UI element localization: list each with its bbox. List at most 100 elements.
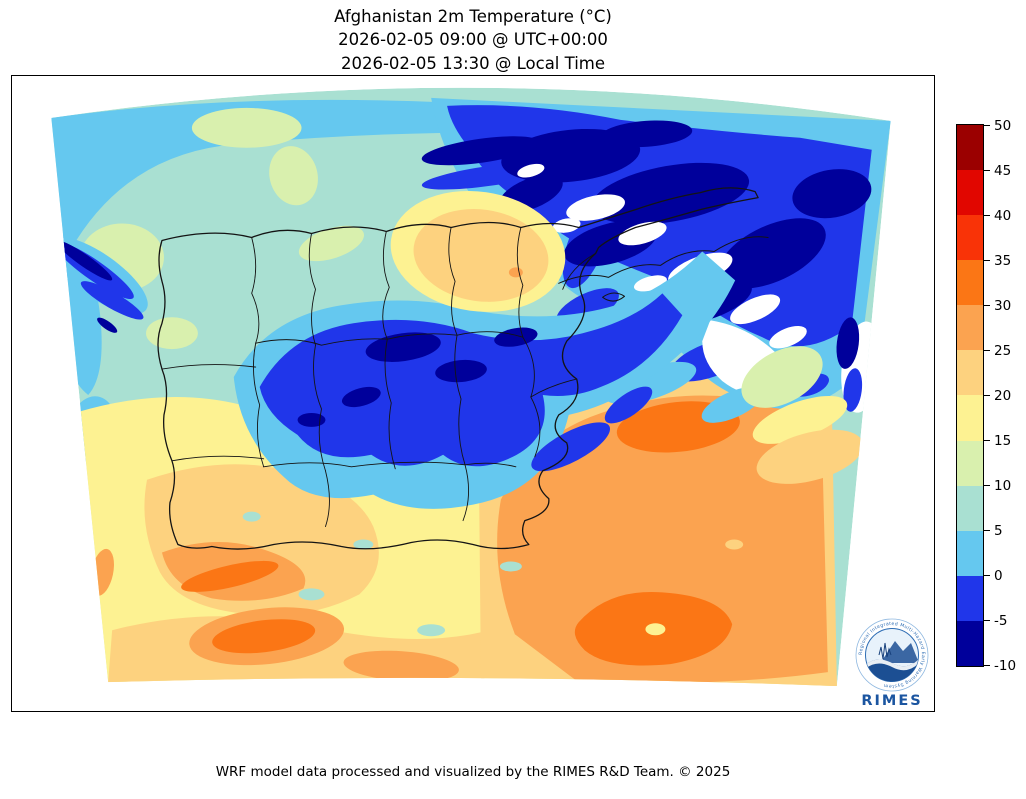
colorbar-tick-label: 10 xyxy=(994,477,1012,494)
colorbar-band-0-to-5 xyxy=(957,530,983,576)
colorbar-band-25-to-30 xyxy=(957,305,983,351)
mild-green-patches-shape xyxy=(191,107,302,148)
rimes-logo-graphic-shape xyxy=(865,641,919,682)
province-borders-shape xyxy=(384,338,396,470)
central-cold-region-shape xyxy=(494,327,538,347)
province-borders-shape xyxy=(454,334,466,466)
central-cold-region-shape xyxy=(435,359,487,383)
central-cold-region-shape xyxy=(604,386,653,424)
north-central-warm-patch-shape xyxy=(413,209,549,302)
northeast-cold-region-shape xyxy=(792,169,872,219)
colorbar-tick-mark xyxy=(984,259,990,262)
colorbar-band-5-to-10 xyxy=(957,485,983,531)
province-borders-shape xyxy=(171,455,265,462)
northeast-cold-region-shape xyxy=(552,218,581,233)
province-borders-shape xyxy=(325,470,330,528)
logo-mountains xyxy=(883,641,919,663)
speckles-shape xyxy=(242,511,261,522)
colorbar-bar xyxy=(956,124,984,667)
northeast-cold-region-shape xyxy=(421,136,541,166)
colorbar-tick-mark xyxy=(984,304,990,307)
colorbar-tick-label: -5 xyxy=(994,612,1008,629)
rimes-logo-graphic: Regional Integrated Multi-Hazard Early W… xyxy=(855,618,929,709)
colorbar-tick-mark xyxy=(984,214,990,217)
east-transition-rim-shape xyxy=(741,346,823,408)
map-axes: Regional Integrated Multi-Hazard Early W… xyxy=(11,75,935,712)
colorbar-tick-mark xyxy=(984,619,990,622)
colorbar-tick-label: 15 xyxy=(994,432,1012,449)
mild-green-patches-shape xyxy=(298,225,365,262)
mild-green-patches-shape xyxy=(146,317,198,350)
logo-wave-crest xyxy=(865,659,919,671)
northeast-cold-region-shape xyxy=(836,317,860,369)
province-borders-shape xyxy=(161,364,257,370)
colorbar-tick-mark xyxy=(984,124,990,127)
mild-green-patches-shape xyxy=(269,146,318,206)
speckles-shape xyxy=(353,539,374,550)
colorbar-tick-label: 35 xyxy=(994,252,1012,269)
northeast-cold-region-shape xyxy=(600,120,693,148)
colorbar-tick-mark xyxy=(984,394,990,397)
north-central-warm-patch-shape xyxy=(508,267,523,278)
colorbar-tick-mark xyxy=(984,529,990,532)
province-borders-shape xyxy=(263,461,517,468)
colorbar-band-15-to-20 xyxy=(957,395,983,441)
speckles-shape xyxy=(417,624,446,637)
west-cold-streaks xyxy=(51,236,148,333)
west-cold-streaks-shape xyxy=(56,240,113,281)
province-borders-shape xyxy=(308,233,316,346)
province-borders-shape xyxy=(313,344,326,472)
colorbar-tick-label: 50 xyxy=(994,117,1012,134)
northeast-cold-region-shape xyxy=(566,194,625,221)
colorbar-band-45-to-50 xyxy=(957,125,983,171)
province-borders-shape xyxy=(382,231,390,340)
colorbar-band-30-to-35 xyxy=(957,260,983,306)
province-borders-shape xyxy=(252,342,265,468)
logo-wordmark: RIMES xyxy=(861,693,922,709)
colorbar-tick-label: 30 xyxy=(994,297,1012,314)
east-transition-rim-shape xyxy=(752,395,848,444)
colorbar-tick-mark xyxy=(984,664,990,667)
central-cold-region-shape xyxy=(297,412,326,427)
central-cold-region-shape xyxy=(365,332,441,362)
northeast-cold-region-shape xyxy=(769,325,807,349)
colorbar-tick-mark xyxy=(984,169,990,172)
colorbar-tick-label: 40 xyxy=(994,207,1012,224)
central-cold-region-shape xyxy=(531,422,611,472)
chart-title: Afghanistan 2m Temperature (°C) 2026-02-… xyxy=(11,5,935,75)
colorbar-band-20-to-25 xyxy=(957,350,983,396)
province-borders-shape xyxy=(530,378,578,398)
province-borders xyxy=(161,227,597,528)
speckles-shape xyxy=(298,588,325,601)
colorbar-band--10-to--5 xyxy=(957,620,983,666)
colorbar-tick-mark xyxy=(984,574,990,577)
colorbar-tick-label: 45 xyxy=(994,162,1012,179)
speckles-shape xyxy=(499,561,522,572)
northeast-cold-region-shape xyxy=(618,221,667,246)
credit-text: WRF model data processed and visualized … xyxy=(215,764,731,780)
northeast-cold-region-shape xyxy=(517,163,545,178)
northern-river-border xyxy=(558,236,769,302)
afghanistan-border xyxy=(157,187,759,550)
province-borders-shape xyxy=(251,237,260,344)
northeast-cold-region-shape xyxy=(591,162,750,225)
colorbar-band-35-to-40 xyxy=(957,215,983,261)
speckles-shape xyxy=(645,623,666,636)
hot-orange-blobs-shape xyxy=(181,560,279,592)
colorbar-tick-label: 5 xyxy=(994,522,1003,539)
province-borders-shape xyxy=(562,252,597,290)
colorbar-tick-mark xyxy=(984,484,990,487)
northeast-cold-region-shape xyxy=(718,218,826,289)
speckles xyxy=(242,511,744,637)
province-borders-shape xyxy=(448,227,458,336)
temperature-map xyxy=(51,87,891,687)
rimes-logo: Regional Integrated Multi-Hazard Early W… xyxy=(853,613,931,711)
title-line-2: 2026-02-05 09:00 @ UTC+00:00 xyxy=(338,30,608,50)
northeast-cold-region xyxy=(421,97,891,413)
colorbar-tick-mark xyxy=(984,439,990,442)
logo-seismogram xyxy=(878,642,892,660)
orange-regions-shape xyxy=(497,395,828,683)
colorbar: 50 45 40 35 30 25 20 15 10 5 0 -5 -10 xyxy=(956,118,1026,674)
colorbar-tick-label: 0 xyxy=(994,567,1003,584)
